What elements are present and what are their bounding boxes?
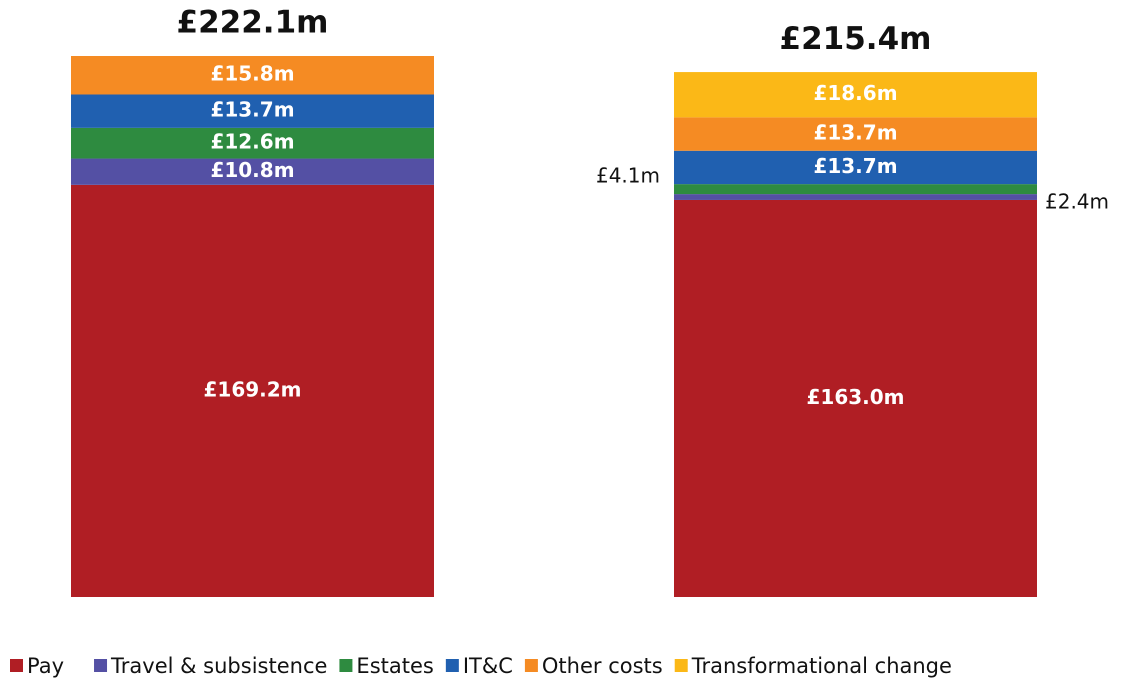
legend-label: Travel & subsistence [110,654,327,678]
legend-swatch [524,659,538,672]
bar-segment [674,117,1037,151]
legend-label: Estates [356,654,433,678]
data-label: £10.8m [210,158,294,182]
legend-label: Transformational change [691,654,952,678]
data-label: £13.7m [813,121,897,145]
bar-segment [71,56,434,95]
total-label: £215.4m [780,21,932,57]
legend-swatch [10,659,23,672]
bar-segment [674,194,1037,200]
data-label: £2.4m [1045,190,1109,214]
bar-segment [674,150,1037,185]
legend-swatch [94,659,108,672]
data-label: £13.7m [813,154,897,178]
bar-segment [674,72,1037,118]
legend-swatch [674,659,688,672]
data-label: £169.2m [203,377,301,401]
data-label: £15.8m [210,62,294,86]
legend-label: Pay [27,654,64,678]
data-label: £4.1m [596,164,660,188]
legend-label: Other costs [542,654,663,678]
bar-segment [71,127,434,159]
bar-segment [674,184,1037,195]
legend-swatch [339,659,353,672]
bar-segment [71,94,434,128]
data-label: £18.6m [813,81,897,105]
data-label: £13.7m [210,98,294,122]
bar-segment [674,199,1037,597]
total-label: £222.1m [177,5,329,41]
data-label: £163.0m [806,385,904,409]
bar-segment [71,158,434,185]
data-label: £12.6m [210,130,294,154]
bar-segment [71,184,434,597]
legend-label: IT&C [463,654,513,678]
legend-swatch [445,659,459,672]
